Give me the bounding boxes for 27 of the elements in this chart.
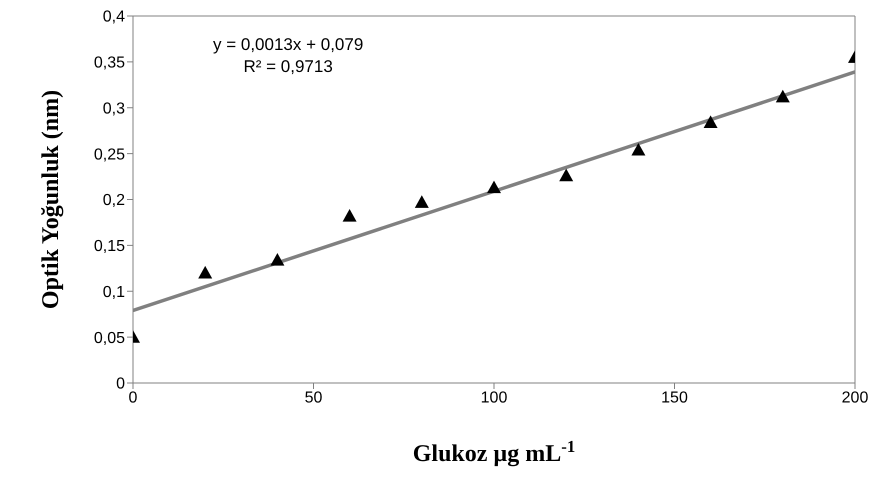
x-tick-label: 150: [661, 389, 688, 406]
point: [631, 142, 646, 156]
annotation: y = 0,0013x + 0,079: [213, 34, 364, 56]
y-tick-label: 0,05: [94, 330, 126, 347]
y-tick-label: 0: [116, 376, 126, 393]
y-tick-label: 0,15: [94, 238, 126, 256]
y-tick-label: 0,3: [102, 100, 126, 118]
y-tick-label: 0,4: [102, 8, 126, 26]
point: [776, 90, 790, 102]
point: [270, 253, 284, 266]
point: [414, 195, 429, 208]
point: [342, 209, 357, 222]
x-tick-label: 200: [842, 389, 868, 406]
x-tick-label: 100: [480, 389, 508, 406]
x-axis-title: Glukoz µg mL$^{-1}$: [412, 436, 576, 467]
y-tick-label: 0,2: [102, 192, 126, 210]
y-axis-title: Optik Yoğunluk (nm): [38, 90, 64, 310]
point: [704, 115, 718, 128]
x-tick-label: 50: [304, 389, 322, 406]
x-tick-label: 0: [128, 389, 138, 406]
y-tick-label: 0,1: [102, 284, 126, 301]
point: [487, 180, 501, 194]
point: [198, 266, 212, 278]
point: [559, 168, 574, 182]
y-tick-label: 0,35: [94, 54, 126, 72]
annotation: R² = 0,9713: [242, 56, 334, 78]
y-tick-label: 0,25: [94, 146, 126, 164]
